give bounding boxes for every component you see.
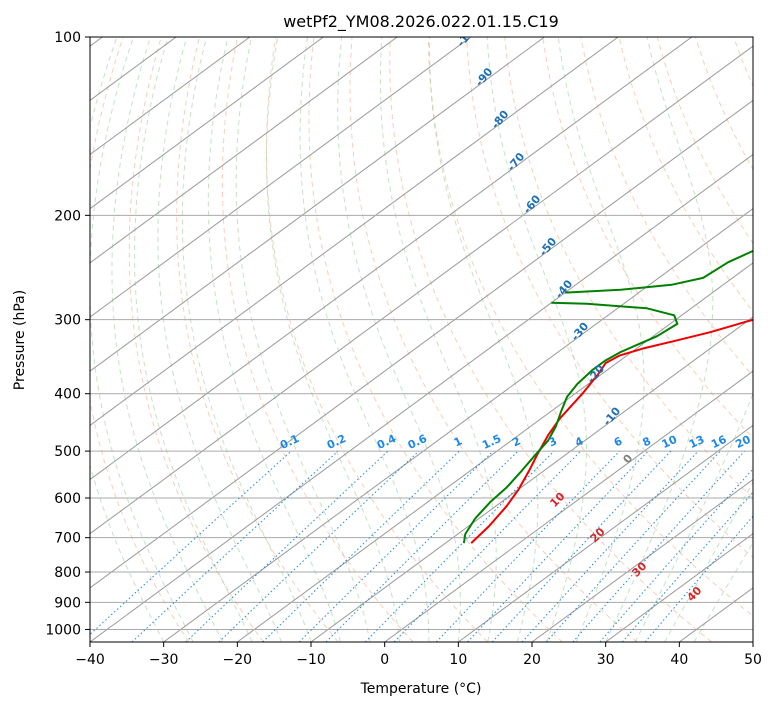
x-tick-label: −30 — [149, 652, 179, 668]
mixing-ratio-line — [436, 450, 620, 642]
x-tick-label: 30 — [597, 652, 615, 668]
dry-adiabat-line — [90, 37, 190, 642]
isotherm-line — [310, 316, 753, 642]
moist-adiabat-line — [235, 37, 371, 642]
mixing-ratio-line — [572, 450, 745, 642]
mixing-ratio-line — [545, 450, 721, 642]
isotherm-line — [90, 37, 472, 318]
isotherm-line — [90, 37, 693, 481]
y-tick-label: 1000 — [45, 622, 81, 638]
isotherm-line — [90, 37, 619, 426]
moist-adiabat-line — [605, 37, 714, 642]
isotherm-line — [90, 37, 398, 264]
y-tick-label: 500 — [54, 444, 81, 460]
sounding-series — [462, 249, 753, 544]
y-axis-title: Pressure (hPa) — [12, 290, 28, 390]
mixing-ratio-label: 10 — [660, 433, 680, 451]
mixing-ratio-line — [185, 450, 389, 642]
mixing-ratio-label: 25 — [758, 433, 775, 451]
dry-adiabat-line — [308, 37, 563, 642]
dry-adiabat-line — [128, 37, 264, 642]
moist-adiabat-line — [664, 480, 753, 642]
isotherm-line — [163, 208, 753, 642]
moist-adiabat-line — [111, 37, 224, 642]
isotherm-line — [531, 478, 753, 642]
isotherm-line — [90, 45, 753, 535]
y-tick-label: 700 — [54, 531, 81, 547]
mixing-ratio-line — [325, 450, 519, 642]
mixing-ratio-line — [131, 450, 339, 642]
dewpoint-profile-line — [462, 301, 679, 544]
x-tick-label: −10 — [296, 652, 326, 668]
isotherm-line — [90, 99, 753, 589]
x-tick-label: −40 — [75, 652, 105, 668]
plot-frame — [89, 36, 754, 643]
moist-adiabat-line — [693, 541, 753, 642]
mixing-ratio-lines — [90, 450, 753, 642]
isotherm-line — [384, 370, 753, 642]
isotherm-line — [90, 37, 324, 210]
mixing-ratio-line — [599, 468, 753, 642]
pressure-gridlines — [90, 37, 753, 630]
mixing-ratio-line — [298, 450, 494, 642]
y-tick-label: 600 — [54, 491, 81, 507]
y-tick-label: 400 — [54, 387, 81, 403]
x-tick-label: 20 — [523, 652, 541, 668]
y-tick-label: 800 — [54, 565, 81, 581]
y-tick-label: 200 — [54, 208, 81, 224]
dry-adiabat-line — [176, 37, 339, 642]
y-tick-label: 900 — [54, 595, 81, 611]
moist-adiabat-line — [379, 37, 497, 642]
moist-adiabat-line — [134, 37, 253, 642]
isotherm-line — [90, 37, 251, 156]
y-tick-label: 100 — [54, 30, 81, 46]
isotherm-line — [90, 37, 545, 372]
mixing-ratio-label: 16 — [709, 433, 729, 451]
x-tick-label: 50 — [744, 652, 762, 668]
moist-adiabat-line — [486, 37, 587, 642]
moist-adiabat-line — [428, 37, 539, 642]
isotherm-line — [752, 641, 753, 642]
dry-adiabat-line — [427, 37, 753, 617]
mixing-ratio-line — [467, 450, 649, 642]
moist-adiabat-line — [337, 37, 461, 642]
moist-adiabat-line — [90, 37, 165, 642]
x-tick-label: 0 — [380, 652, 389, 668]
mixing-ratio-label: 20 — [733, 433, 753, 451]
isotherm-line — [90, 153, 753, 642]
moist-adiabat-line — [557, 37, 645, 642]
x-axis-title: Temperature (°C) — [360, 681, 482, 697]
x-axis: −40 −30 −20 −10 0 10 20 30 40 50 — [75, 642, 762, 668]
x-tick-label: 10 — [449, 652, 467, 668]
y-tick-label: 300 — [54, 313, 81, 329]
x-tick-label: −20 — [223, 652, 253, 668]
isotherm-line — [605, 533, 753, 642]
isotherm-line — [458, 424, 753, 642]
moist-adiabat-line — [265, 37, 400, 642]
mixing-ratio-label: 13 — [687, 433, 706, 451]
isotherms — [90, 37, 753, 642]
moist-adiabat-line — [90, 37, 194, 642]
chart-title: wetPf2_YM08.2026.022.01.15.C19 — [283, 12, 559, 32]
mixing-ratio-line — [393, 450, 582, 642]
moist-adiabat-line — [299, 37, 430, 642]
mixing-ratio-line — [218, 450, 420, 642]
x-tick-label: 40 — [670, 652, 688, 668]
mixing-ratio-line — [364, 450, 555, 642]
dewpoint-profile-line — [565, 249, 753, 294]
y-axis: 100 200 300 400 500 600 700 800 900 1000 — [45, 30, 90, 638]
dry-adiabat-line — [266, 37, 488, 642]
mixing-ratio-line — [521, 450, 699, 642]
temperature-profile-line — [470, 318, 753, 544]
